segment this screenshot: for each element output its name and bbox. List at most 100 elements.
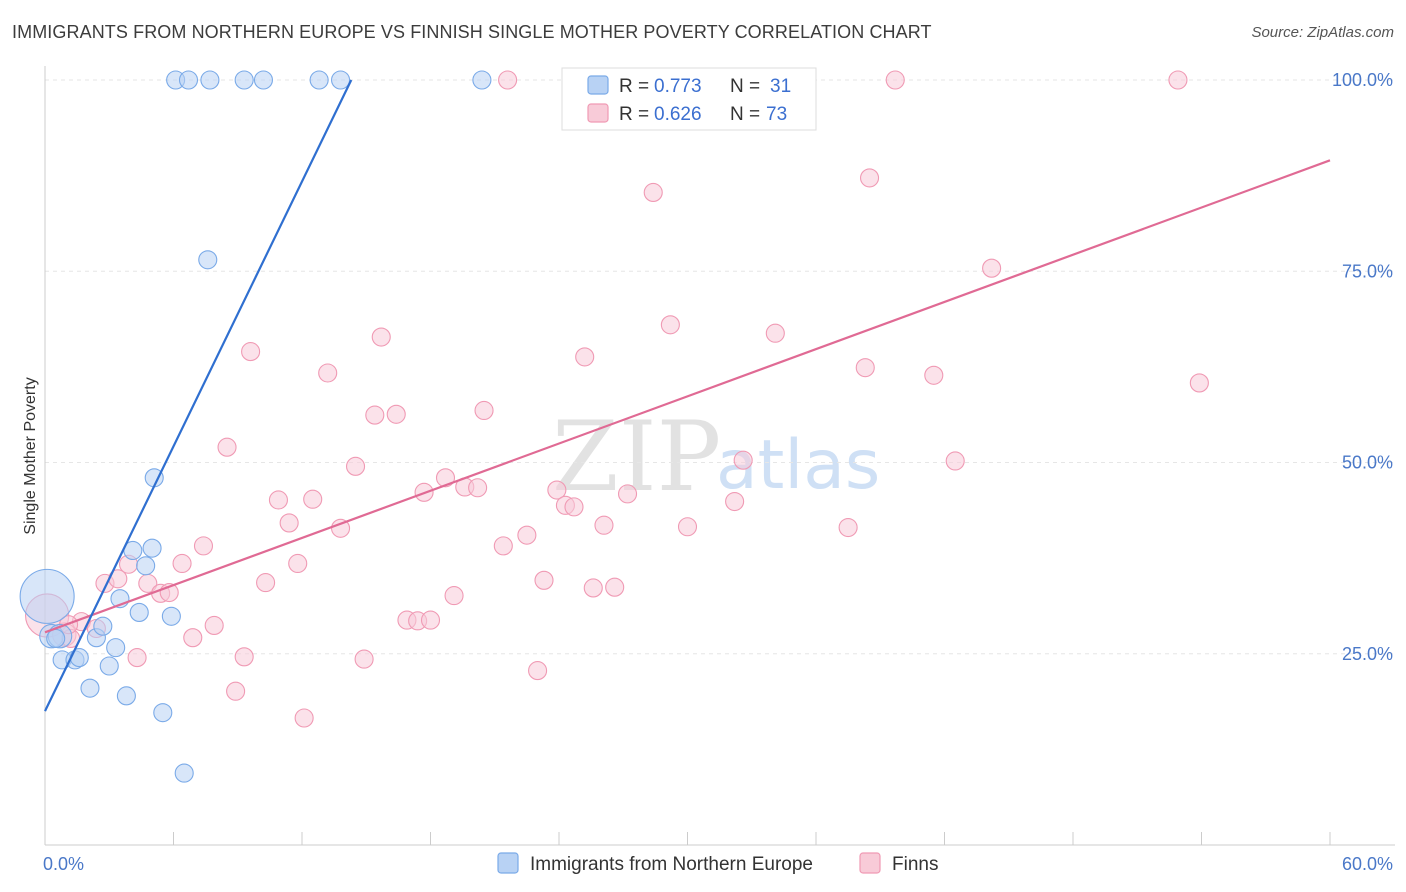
northern-europe-point-25	[253, 70, 274, 90]
finns-point-17	[226, 681, 246, 701]
finns-point-41	[474, 400, 494, 421]
series-northern-europe-points	[19, 70, 492, 783]
finns-point-31	[371, 327, 391, 347]
x-tick-label-max: 60.0%	[1342, 854, 1393, 874]
legend-n-label-blue: N =	[730, 76, 760, 97]
finns-point-14	[193, 536, 214, 556]
finns-point-48	[564, 497, 584, 517]
finns-point-30	[365, 405, 385, 425]
finns-point-27	[330, 518, 351, 538]
finns-point-58	[733, 450, 753, 470]
finns-point-52	[605, 577, 625, 597]
chart-source: Source: ZipAtlas.com	[1251, 24, 1394, 41]
legend-r-value-pink: 0.626	[654, 104, 702, 125]
finns-point-55	[660, 315, 680, 335]
finns-point-18	[234, 647, 254, 667]
legend-n-value-blue: 31	[770, 76, 791, 97]
finns-point-63	[924, 365, 944, 385]
northern-europe-point-22	[178, 70, 199, 90]
series-finns-points	[24, 70, 1209, 728]
finns-point-12	[172, 553, 192, 574]
y-tick-label-75: 75.0%	[1342, 261, 1393, 281]
legend-swatch-blue	[587, 75, 609, 95]
finns-point-32	[386, 404, 406, 424]
finns-point-67	[498, 70, 518, 90]
y-axis-title: Single Mother Poverty	[22, 377, 39, 534]
finns-point-37	[435, 468, 456, 488]
northern-europe-point-19	[161, 606, 181, 626]
finns-point-43	[517, 525, 537, 545]
finns-point-69	[885, 70, 905, 90]
bottom-legend-swatch-blue	[497, 852, 519, 874]
northern-europe-point-28	[472, 70, 492, 90]
finns-point-60	[838, 517, 858, 538]
northern-europe-point-14	[129, 602, 149, 622]
legend-n-value-pink: 73	[766, 104, 787, 125]
finns-point-40	[468, 478, 488, 498]
finns-point-56	[677, 517, 698, 537]
finns-point-53	[617, 484, 638, 504]
y-tick-labels: 25.0% 50.0% 75.0% 100.0%	[1332, 70, 1393, 664]
finns-trend-line	[44, 159, 1331, 634]
northern-europe-point-29	[198, 250, 218, 270]
finns-point-22	[279, 513, 299, 533]
finns-point-38	[444, 586, 464, 606]
axes	[44, 66, 1395, 846]
finns-point-16	[217, 437, 237, 457]
northern-europe-point-26	[309, 70, 329, 90]
finns-point-35	[420, 610, 441, 630]
gridlines	[45, 79, 1395, 655]
finns-point-25	[303, 489, 323, 509]
northern-europe-point-16	[142, 538, 162, 558]
finns-point-44	[528, 661, 548, 681]
finns-point-46	[547, 480, 567, 500]
bottom-legend-label-blue: Immigrants from Northern Europe	[530, 854, 813, 875]
finns-point-62	[859, 168, 880, 188]
x-tick-label-min: 0.0%	[43, 854, 84, 874]
northern-europe-trend-line	[44, 79, 353, 712]
northern-europe-point-30	[46, 628, 66, 649]
finns-point-24	[294, 708, 314, 728]
finns-point-8	[127, 648, 147, 668]
northern-europe-point-18	[153, 703, 173, 723]
legend-r-label-blue: R =	[619, 76, 649, 97]
northern-europe-point-27	[330, 70, 351, 90]
finns-point-50	[583, 578, 603, 598]
finns-point-13	[183, 628, 203, 648]
finns-point-64	[945, 451, 965, 471]
finns-point-20	[256, 573, 276, 593]
finns-point-61	[855, 358, 875, 378]
y-tick-label-50: 50.0%	[1342, 453, 1393, 473]
finns-point-29	[354, 649, 374, 669]
legend-box: R = 0.773 N = 31 R = 0.626 N = 73	[561, 67, 817, 131]
y-tick-label-100: 100.0%	[1332, 70, 1393, 90]
bottom-legend-label-pink: Finns	[892, 854, 938, 875]
finns-point-15	[204, 615, 224, 635]
northern-europe-point-6	[80, 678, 100, 698]
northern-europe-point-20	[174, 763, 194, 783]
legend-r-label-pink: R =	[619, 104, 649, 125]
northern-europe-point-24	[234, 70, 254, 90]
finns-point-21	[268, 490, 288, 510]
finns-point-23	[288, 553, 308, 574]
watermark: ZIP atlas	[552, 401, 880, 513]
northern-europe-point-9	[99, 656, 119, 676]
finns-point-45	[534, 570, 554, 590]
northern-europe-point-10	[106, 638, 126, 658]
chart-title: IMMIGRANTS FROM NORTHERN EUROPE VS FINNI…	[12, 22, 932, 42]
finns-point-42	[493, 536, 513, 556]
finns-point-65	[982, 258, 1002, 278]
y-tick-label-25: 25.0%	[1342, 644, 1393, 664]
northern-europe-point-12	[116, 686, 136, 706]
finns-point-51	[594, 515, 614, 535]
legend-r-value-blue: 0.773	[654, 76, 702, 97]
finns-point-66	[1189, 373, 1209, 393]
bottom-legend: Immigrants from Northern Europe Finns	[497, 852, 938, 875]
finns-point-70	[1168, 70, 1188, 90]
finns-point-54	[643, 182, 663, 203]
finns-point-19	[241, 342, 261, 362]
finns-point-28	[345, 456, 366, 476]
bottom-legend-swatch-pink	[859, 852, 881, 874]
northern-europe-point-0	[19, 568, 75, 624]
